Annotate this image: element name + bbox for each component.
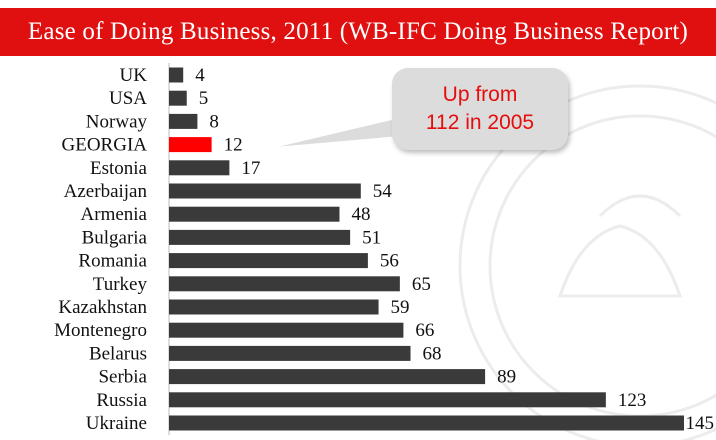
category-label: Montenegro xyxy=(54,320,147,341)
value-label: 51 xyxy=(362,227,381,248)
chart-title: Ease of Doing Business, 2011 (WB-IFC Doi… xyxy=(27,18,689,45)
category-label: Bulgaria xyxy=(82,227,148,248)
value-label: 54 xyxy=(373,181,393,202)
category-label: Belarus xyxy=(89,343,147,364)
value-label: 65 xyxy=(412,274,431,295)
bar-armenia xyxy=(169,206,340,222)
value-label: 89 xyxy=(497,367,516,388)
value-label: 68 xyxy=(423,343,442,364)
bar-estonia xyxy=(169,160,230,176)
bar-romania xyxy=(169,253,368,269)
bar-azerbaijan xyxy=(169,183,361,199)
bar-ukraine xyxy=(169,415,684,431)
callout-box: Up from 112 in 2005 xyxy=(392,68,568,150)
value-label: 17 xyxy=(241,158,260,179)
value-label: 123 xyxy=(618,390,647,411)
category-label: Kazakhstan xyxy=(58,297,147,318)
category-label: Norway xyxy=(86,111,148,132)
category-label: Russia xyxy=(96,390,147,411)
value-label: 145 xyxy=(686,413,715,434)
category-label: Azerbaijan xyxy=(64,181,148,202)
bar-turkey xyxy=(169,276,400,292)
category-label: Armenia xyxy=(81,204,148,225)
category-label: Romania xyxy=(78,251,147,272)
category-label: UK xyxy=(120,65,148,86)
callout-line-1: Up from xyxy=(442,83,518,106)
category-label: Ukraine xyxy=(86,413,147,434)
value-label: 12 xyxy=(224,135,243,156)
value-label: 48 xyxy=(351,204,370,225)
value-label: 8 xyxy=(209,111,219,132)
value-label: 4 xyxy=(195,65,205,86)
callout-line-2: 112 in 2005 xyxy=(425,111,535,134)
bar-belarus xyxy=(169,345,411,361)
bar-norway xyxy=(169,113,198,129)
category-label: USA xyxy=(109,88,147,109)
bar-georgia xyxy=(169,137,212,153)
bar-russia xyxy=(169,392,606,408)
value-label: 59 xyxy=(391,297,410,318)
value-label: 5 xyxy=(199,88,209,109)
value-label: 56 xyxy=(380,251,399,272)
bar-kazakhstan xyxy=(169,299,379,315)
bar-serbia xyxy=(169,369,486,385)
category-label: Serbia xyxy=(98,367,147,388)
category-label: GEORGIA xyxy=(62,135,148,156)
title-bar: Ease of Doing Business, 2011 (WB-IFC Doi… xyxy=(0,8,716,56)
bar-montenegro xyxy=(169,322,404,338)
category-label: Estonia xyxy=(90,158,148,179)
callout-pointer xyxy=(279,118,400,147)
bar-usa xyxy=(169,90,187,106)
bar-bulgaria xyxy=(169,229,351,245)
value-label: 66 xyxy=(415,320,434,341)
category-label: Turkey xyxy=(93,274,148,295)
bar-uk xyxy=(169,67,184,83)
